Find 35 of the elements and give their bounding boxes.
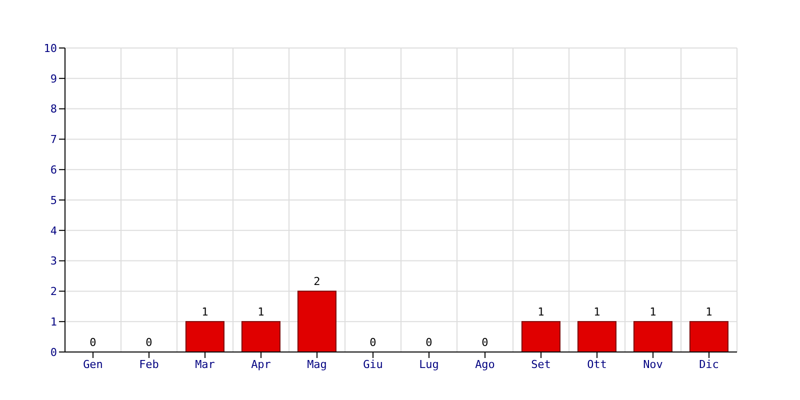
x-tick-label: Set (531, 358, 551, 371)
data-label: 1 (650, 306, 656, 319)
x-tick-label: Lug (419, 358, 439, 371)
x-tick-label: Gen (83, 358, 103, 371)
data-label: 1 (706, 306, 712, 319)
data-label: 0 (426, 336, 432, 349)
y-tick-label: 3 (50, 254, 57, 268)
data-label: 1 (258, 306, 264, 319)
y-tick-label: 4 (50, 224, 58, 238)
data-label: 0 (146, 336, 152, 349)
y-tick-label: 9 (50, 72, 57, 86)
x-tick-label: Mag (307, 358, 327, 371)
y-tick-label: 0 (50, 346, 57, 359)
data-label: 1 (594, 306, 600, 319)
x-tick-label: Ott (587, 358, 607, 371)
x-tick-label: Mar (195, 358, 216, 371)
x-tick-label: Ago (475, 358, 495, 371)
y-tick-label: 2 (50, 285, 57, 298)
data-label: 1 (202, 306, 208, 319)
x-tick-label: Giu (363, 358, 383, 371)
y-tick-label: 10 (44, 42, 57, 55)
x-tick-label: Feb (139, 358, 159, 371)
x-tick-label: Apr (251, 358, 272, 371)
x-tick-label: Nov (643, 358, 664, 371)
y-tick-label: 7 (50, 133, 57, 146)
data-label: 0 (90, 336, 96, 349)
data-label: 1 (538, 306, 544, 319)
data-label: 0 (482, 336, 488, 349)
data-label: 2 (314, 275, 320, 288)
y-tick-label: 6 (50, 164, 57, 177)
x-tick-label: Dic (699, 358, 719, 371)
data-label: 0 (370, 336, 376, 349)
y-tick-label: 8 (50, 102, 57, 116)
y-tick-label: 5 (50, 194, 57, 207)
y-tick-label: 1 (50, 316, 57, 329)
